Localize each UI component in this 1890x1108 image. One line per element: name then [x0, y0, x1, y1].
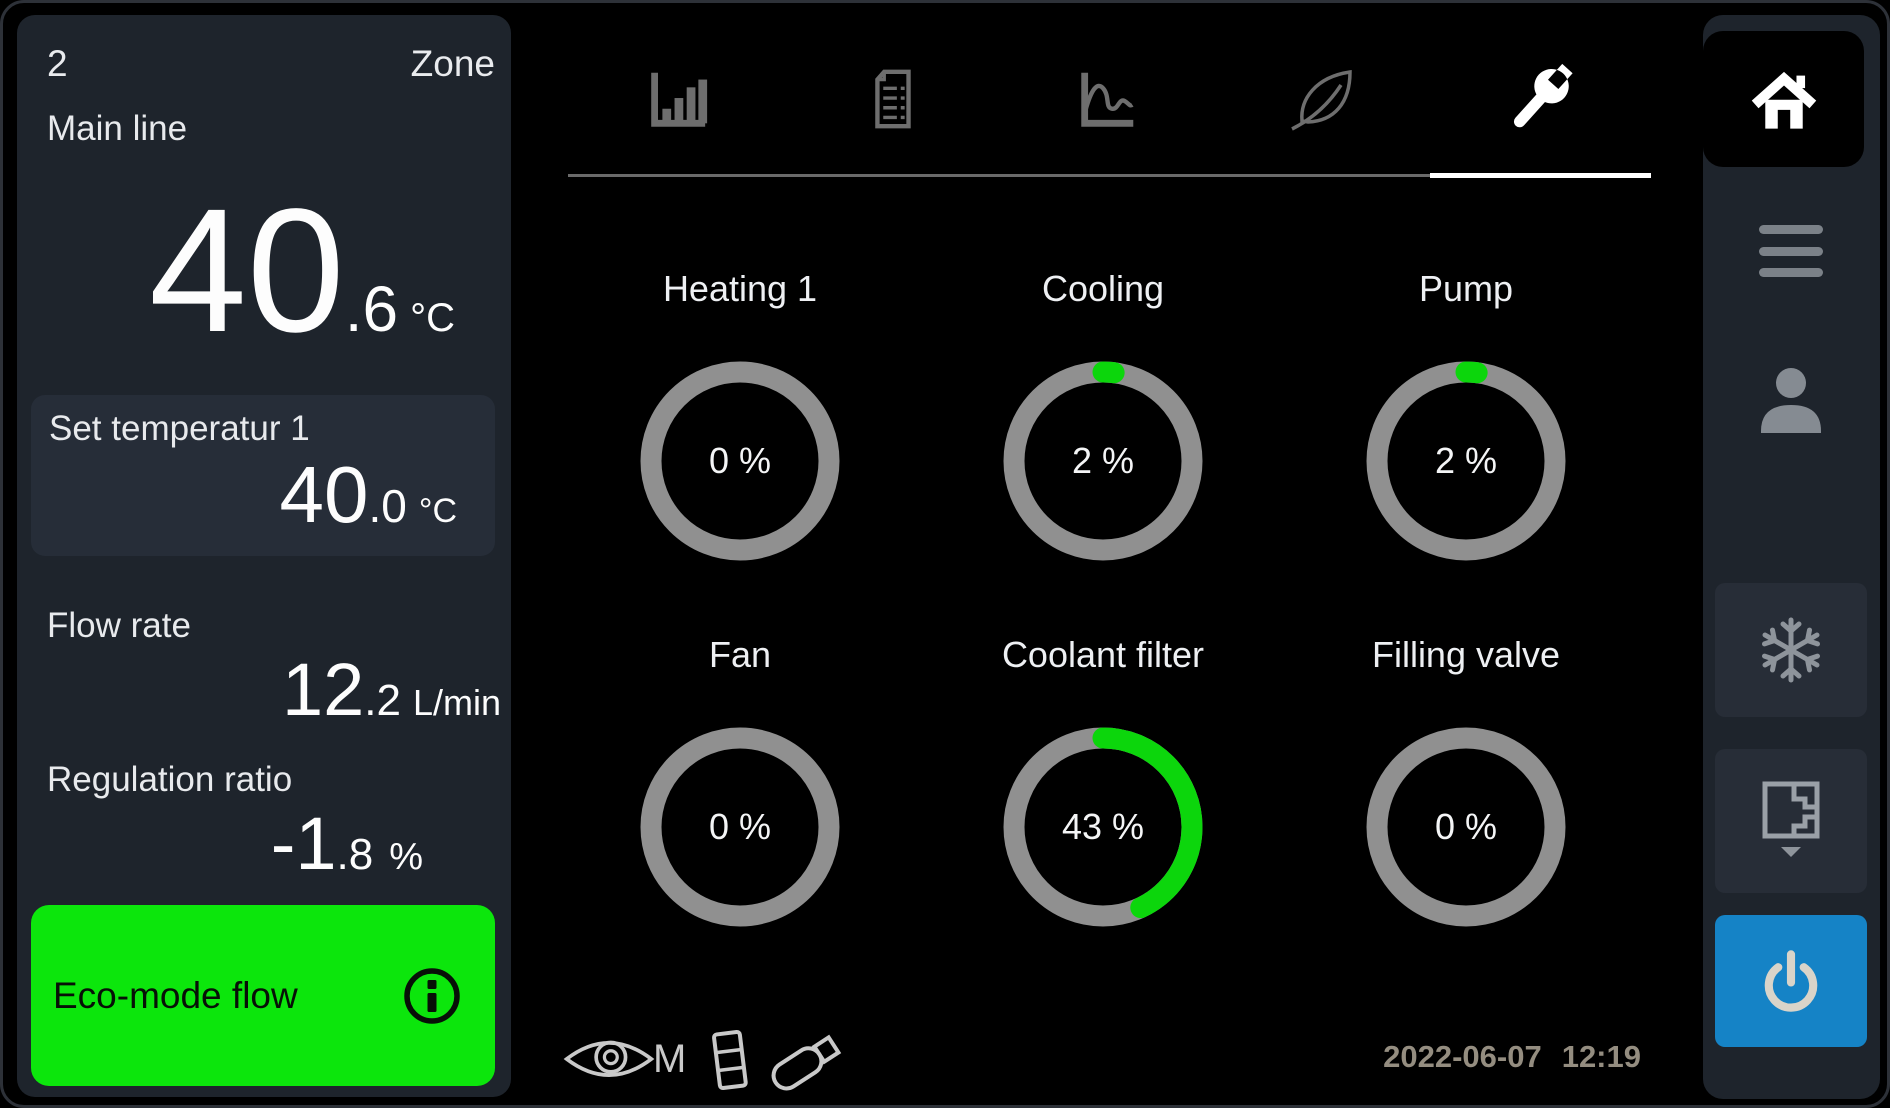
tab-statistics[interactable] [568, 49, 784, 149]
set-temperature-value-dec: .0 [368, 480, 407, 532]
gauge-ring [1366, 361, 1566, 561]
wrench-icon [1513, 63, 1573, 128]
gauge-value: 2 % [1434, 440, 1498, 481]
gauge-label: Pump [1418, 268, 1514, 309]
eco-mode-label: Eco-mode flow [53, 974, 298, 1016]
regulation-ratio-value: -1 .8 % [271, 807, 423, 881]
gauge-ring [640, 361, 840, 561]
main-line-label: Main line [47, 109, 188, 148]
zone-layout-button[interactable] [1715, 749, 1867, 893]
gauge-label: Cooling [1041, 268, 1165, 309]
gauge-label: Coolant filter [1001, 634, 1205, 675]
gauge-ring [640, 727, 840, 927]
gauge-value: 0 % [708, 806, 772, 847]
zone-header: 2 Zone [47, 43, 495, 85]
main-line-value-dec: .6 [344, 273, 399, 345]
power-icon [1764, 950, 1818, 1012]
gauge-filling-valve: Filling valve 0 % [1285, 633, 1647, 933]
flow-rate-value-int: 12 [281, 648, 365, 731]
date-text: 2022-06-07 [1383, 1039, 1542, 1074]
set-temperature-box[interactable]: Set temperatur 1 40 .0 °C [31, 395, 495, 556]
eye-icon [563, 1040, 655, 1077]
tab-report[interactable] [784, 49, 1000, 149]
regulation-ratio-value-dec: .8 [336, 830, 374, 879]
gauge-label: Filling valve [1371, 634, 1561, 675]
user-icon [1761, 368, 1821, 433]
flow-rate-value-dec: .2 [364, 676, 401, 725]
zone-panel: 2 Zone Main line 40 .6 °C Set temperatur… [17, 15, 511, 1097]
set-temperature-label: Set temperatur 1 [49, 409, 310, 448]
tab-underline [568, 174, 1430, 177]
set-temperature-value: 40 .0 °C [279, 455, 457, 535]
eco-mode-banner[interactable]: Eco-mode flow [31, 905, 495, 1086]
regulation-ratio-unit: % [389, 836, 423, 878]
zone-layout-icon [1762, 781, 1820, 857]
gauge-fan: Fan 0 % [559, 633, 921, 933]
info-icon[interactable] [403, 967, 461, 1025]
bar-chart-icon [651, 72, 708, 127]
leaf-icon [1291, 69, 1352, 131]
main-line-value-int: 40 [148, 173, 345, 369]
zone-label: Zone [410, 43, 495, 84]
usb-icon [771, 1034, 842, 1091]
set-temperature-unit: °C [418, 492, 457, 530]
regulation-ratio-value-int: -1 [270, 802, 337, 885]
tab-trend[interactable] [1000, 49, 1216, 149]
tab-bar [568, 49, 1648, 149]
main-line-value: 40 .6 °C [149, 183, 455, 359]
gauge-value: 43 % [1061, 806, 1145, 847]
active-tab-underline [1430, 173, 1651, 178]
home-icon [1751, 71, 1816, 129]
filter-cartridge-icon [712, 1029, 748, 1091]
gauge-coolant-filter: Coolant filter 43 % [922, 633, 1284, 933]
gauge-value: 2 % [1071, 440, 1135, 481]
gauge-value: 0 % [708, 440, 772, 481]
menu-icon [1759, 225, 1823, 234]
chevron-down-icon [1781, 847, 1801, 857]
regulation-ratio-label: Regulation ratio [47, 760, 293, 799]
report-icon [875, 69, 911, 129]
flow-rate-label: Flow rate [47, 606, 191, 645]
zone-number: 2 [47, 43, 68, 84]
gauge-heating-1: Heating 1 0 % [559, 267, 921, 567]
power-button[interactable] [1715, 915, 1867, 1047]
monitor-mode-letter: M [653, 1037, 687, 1081]
defrost-button[interactable] [1715, 583, 1867, 717]
user-button[interactable] [1757, 365, 1825, 437]
menu-button[interactable] [1759, 225, 1823, 277]
flow-rate-value: 12 .2 L/min [282, 653, 501, 727]
set-temperature-value-int: 40 [279, 450, 369, 539]
flow-rate-unit: L/min [412, 682, 501, 723]
trend-chart-icon [1081, 72, 1134, 127]
time-text: 12:19 [1561, 1039, 1641, 1074]
gauge-label: Heating 1 [662, 268, 818, 309]
tab-service[interactable] [1432, 49, 1648, 149]
gauge-ring [1003, 361, 1203, 561]
gauge-ring [1366, 727, 1566, 927]
datetime-display: 2022-06-07 12:19 [1383, 1039, 1641, 1075]
gauge-cooling: Cooling 2 % [922, 267, 1284, 567]
snowflake-icon [1761, 617, 1821, 683]
tab-eco[interactable] [1216, 49, 1432, 149]
gauge-ring [1003, 727, 1203, 927]
home-button[interactable] [1703, 31, 1864, 167]
gauge-label: Fan [708, 634, 772, 675]
main-line-unit: °C [410, 296, 455, 340]
gauge-pump: Pump 2 % [1285, 267, 1647, 567]
gauge-value: 0 % [1434, 806, 1498, 847]
